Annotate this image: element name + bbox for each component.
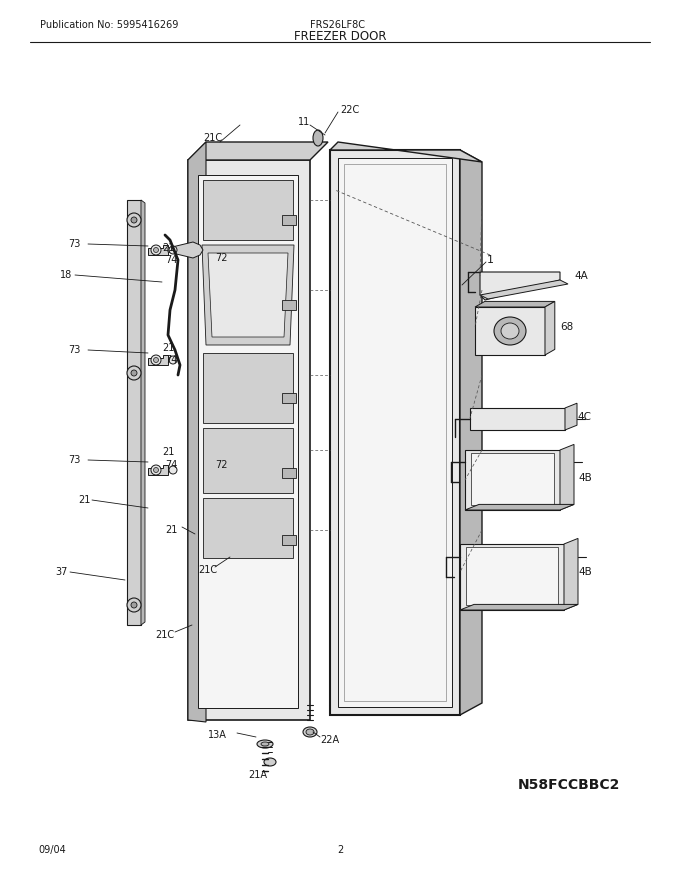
Bar — [282, 535, 296, 545]
Ellipse shape — [306, 729, 314, 735]
Text: 21: 21 — [165, 525, 177, 535]
Text: 4C: 4C — [577, 412, 591, 422]
Polygon shape — [203, 180, 293, 240]
Text: FRS26LF8C: FRS26LF8C — [310, 20, 365, 30]
Polygon shape — [203, 353, 293, 423]
Ellipse shape — [501, 323, 519, 339]
Polygon shape — [208, 253, 288, 337]
Ellipse shape — [154, 357, 158, 363]
Polygon shape — [470, 408, 565, 430]
Polygon shape — [127, 200, 141, 625]
Bar — [282, 215, 296, 225]
Bar — [344, 164, 446, 701]
Polygon shape — [545, 301, 555, 355]
Text: 68: 68 — [560, 322, 573, 332]
Text: 21: 21 — [162, 343, 174, 353]
Polygon shape — [148, 355, 168, 365]
Text: 22C: 22C — [340, 105, 359, 115]
Text: 13A: 13A — [208, 730, 227, 740]
Text: 4A: 4A — [574, 271, 588, 281]
Ellipse shape — [151, 355, 161, 365]
Polygon shape — [148, 245, 168, 255]
Ellipse shape — [154, 467, 158, 473]
Polygon shape — [564, 539, 578, 610]
Polygon shape — [560, 444, 574, 510]
Text: 73: 73 — [68, 455, 80, 465]
Ellipse shape — [151, 245, 161, 255]
Ellipse shape — [169, 356, 177, 364]
Text: Publication No: 5995416269: Publication No: 5995416269 — [40, 20, 178, 30]
Text: 21: 21 — [162, 447, 174, 457]
Polygon shape — [460, 150, 482, 715]
Ellipse shape — [131, 370, 137, 376]
Polygon shape — [330, 150, 460, 715]
Polygon shape — [141, 200, 145, 625]
Ellipse shape — [127, 598, 141, 612]
Polygon shape — [466, 547, 558, 605]
Text: 37: 37 — [55, 567, 67, 577]
Polygon shape — [203, 498, 293, 558]
Text: 2: 2 — [337, 845, 343, 855]
Text: 4B: 4B — [578, 567, 592, 577]
Polygon shape — [188, 142, 206, 722]
Bar — [282, 393, 296, 403]
Polygon shape — [471, 453, 554, 505]
Polygon shape — [480, 272, 560, 300]
Text: 72: 72 — [215, 460, 228, 470]
Text: 73: 73 — [68, 239, 80, 249]
Text: 74: 74 — [165, 355, 177, 365]
Polygon shape — [198, 175, 298, 708]
Bar — [282, 468, 296, 478]
Text: 73: 73 — [68, 345, 80, 355]
Polygon shape — [460, 605, 578, 610]
Polygon shape — [475, 307, 545, 355]
Polygon shape — [330, 142, 482, 162]
Ellipse shape — [313, 130, 323, 146]
Text: 4B: 4B — [578, 473, 592, 483]
Text: 21: 21 — [162, 243, 174, 253]
Ellipse shape — [127, 366, 141, 380]
Ellipse shape — [151, 465, 161, 475]
Polygon shape — [475, 301, 555, 307]
Ellipse shape — [169, 466, 177, 474]
Polygon shape — [202, 245, 294, 345]
Ellipse shape — [264, 758, 276, 766]
Polygon shape — [188, 160, 310, 720]
Polygon shape — [168, 242, 203, 258]
Polygon shape — [480, 280, 568, 299]
Polygon shape — [565, 403, 577, 430]
Ellipse shape — [303, 727, 317, 737]
Text: 11: 11 — [298, 117, 310, 127]
Text: 21A: 21A — [248, 770, 267, 780]
Polygon shape — [460, 544, 564, 610]
Text: 74: 74 — [165, 255, 177, 265]
Ellipse shape — [494, 317, 526, 345]
Text: 09/04: 09/04 — [38, 845, 66, 855]
Ellipse shape — [257, 740, 273, 748]
Ellipse shape — [261, 742, 269, 746]
Text: FREEZER DOOR: FREEZER DOOR — [294, 30, 386, 42]
Polygon shape — [465, 450, 560, 510]
Ellipse shape — [131, 602, 137, 608]
Ellipse shape — [131, 217, 137, 223]
Ellipse shape — [154, 247, 158, 253]
Text: 21C: 21C — [155, 630, 174, 640]
Text: N58FCCBBC2: N58FCCBBC2 — [517, 778, 620, 792]
Text: 21: 21 — [78, 495, 90, 505]
Text: 72: 72 — [215, 253, 228, 263]
Text: 1: 1 — [487, 255, 494, 265]
Polygon shape — [338, 158, 452, 707]
Ellipse shape — [127, 213, 141, 227]
Polygon shape — [188, 142, 328, 160]
Ellipse shape — [169, 246, 177, 254]
Text: 74: 74 — [165, 460, 177, 470]
Polygon shape — [465, 504, 574, 510]
Polygon shape — [148, 465, 168, 475]
Polygon shape — [203, 428, 293, 493]
Text: 21C: 21C — [203, 133, 222, 143]
Text: 21C: 21C — [198, 565, 217, 575]
Bar — [282, 300, 296, 310]
Text: 22A: 22A — [320, 735, 339, 745]
Text: 18: 18 — [60, 270, 72, 280]
